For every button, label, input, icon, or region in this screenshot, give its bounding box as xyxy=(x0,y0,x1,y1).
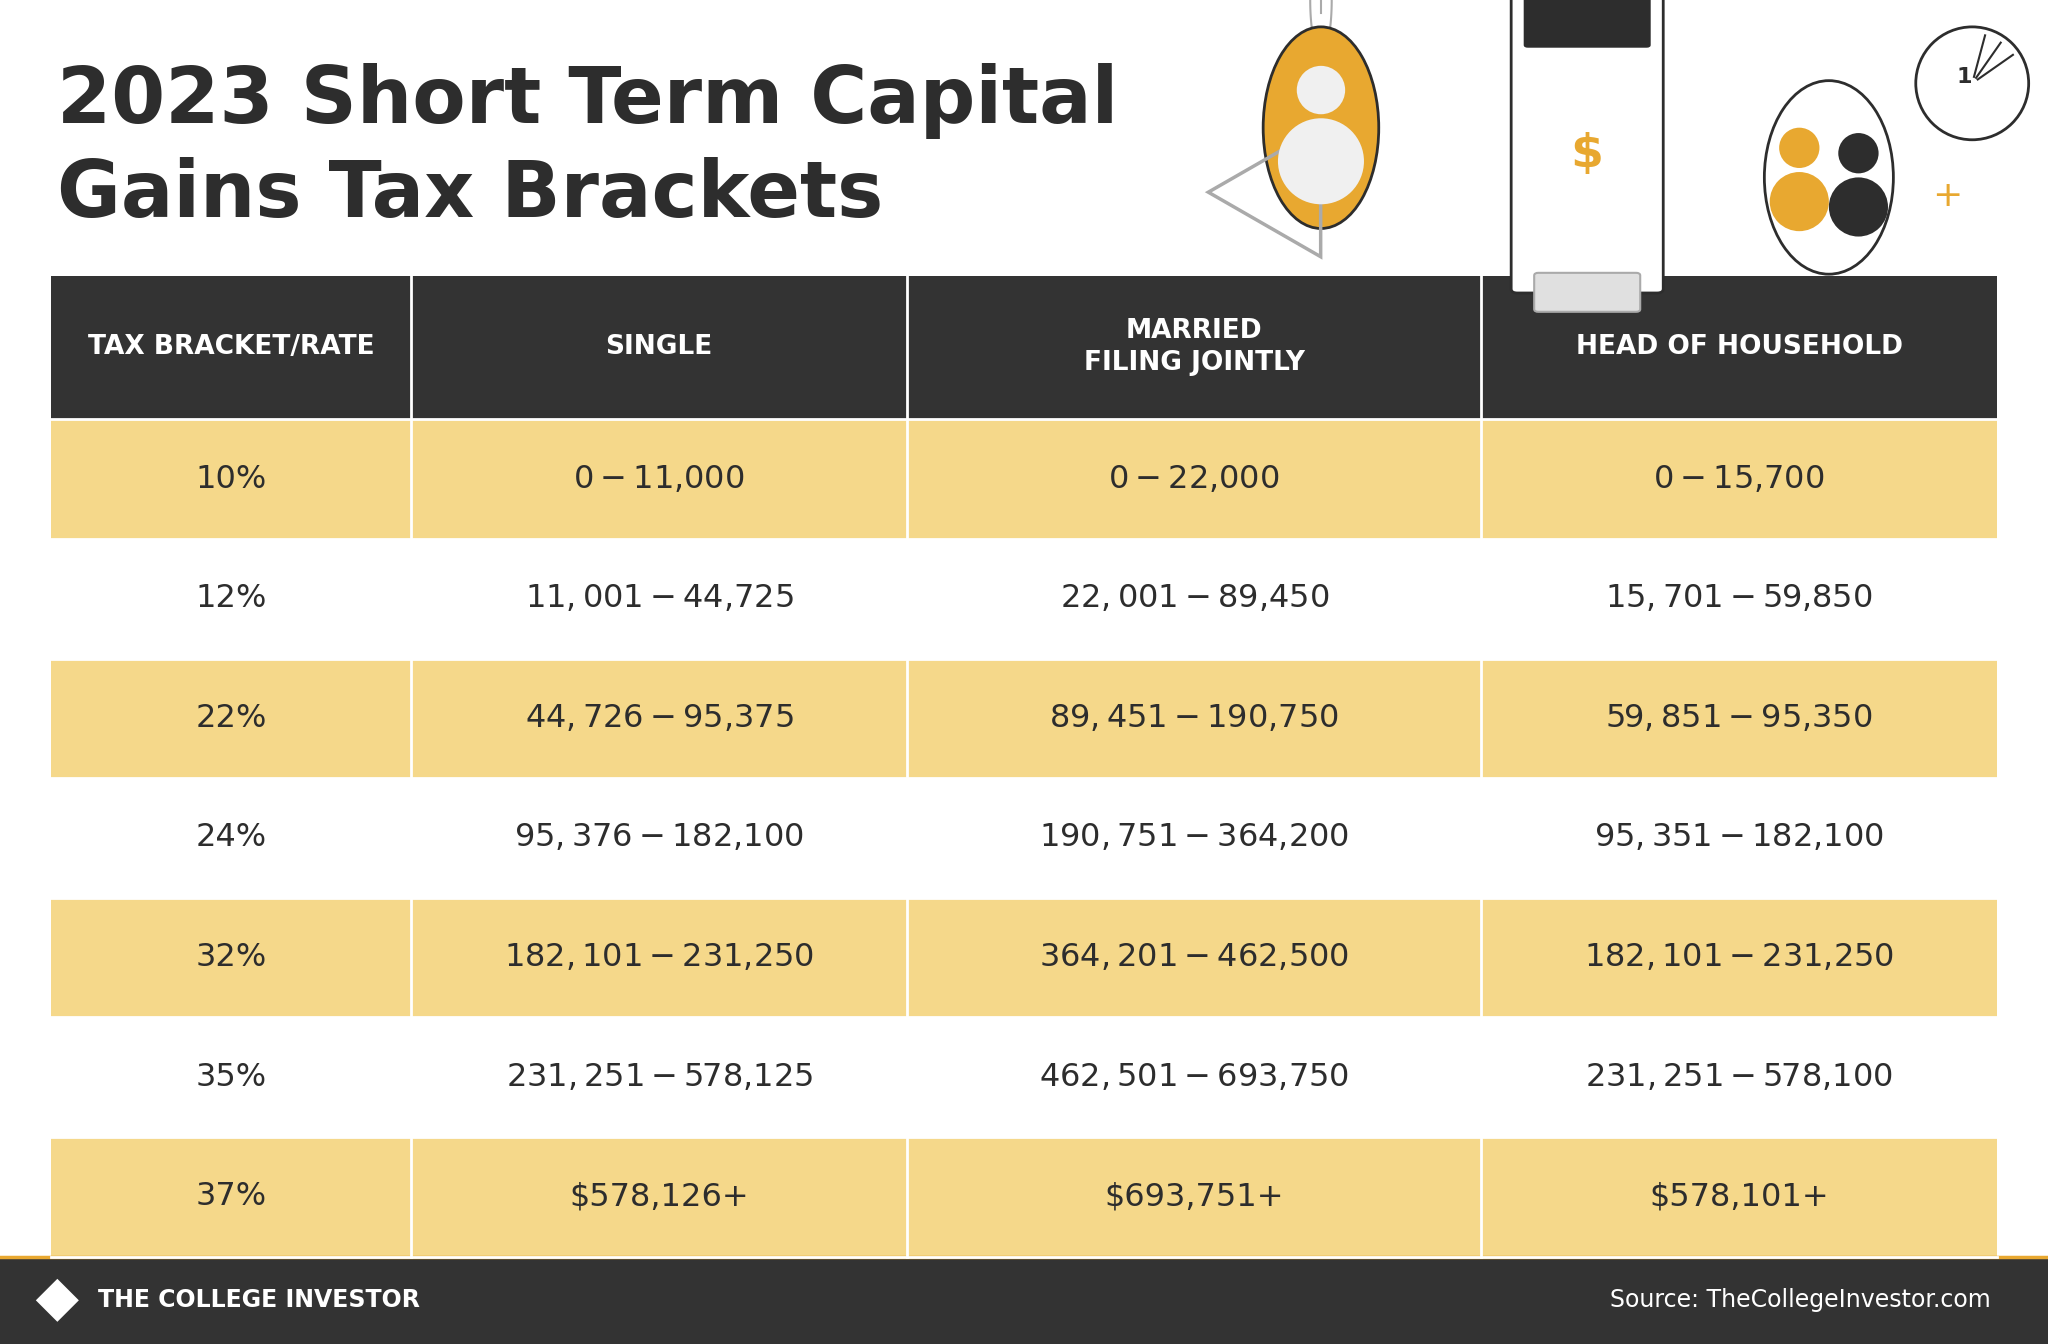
Text: $578,101+: $578,101+ xyxy=(1649,1181,1829,1212)
Text: THE COLLEGE INVESTOR: THE COLLEGE INVESTOR xyxy=(98,1289,420,1312)
Text: $182,101 - $231,250: $182,101 - $231,250 xyxy=(504,942,815,973)
FancyBboxPatch shape xyxy=(51,539,1997,659)
Text: 22%: 22% xyxy=(195,703,266,734)
Ellipse shape xyxy=(1278,118,1364,204)
Text: $190,751 - $364,200: $190,751 - $364,200 xyxy=(1038,823,1350,853)
FancyBboxPatch shape xyxy=(51,1137,1997,1257)
Text: 1: 1 xyxy=(1956,67,1972,86)
Text: $95,351 - $182,100: $95,351 - $182,100 xyxy=(1593,823,1884,853)
Text: $44,726 - $95,375: $44,726 - $95,375 xyxy=(524,703,793,734)
Text: MARRIED
FILING JOINTLY: MARRIED FILING JOINTLY xyxy=(1083,319,1305,376)
FancyBboxPatch shape xyxy=(51,276,1997,419)
Text: $95,376 - $182,100: $95,376 - $182,100 xyxy=(514,823,805,853)
FancyBboxPatch shape xyxy=(1534,273,1640,312)
Text: $231,251 - $578,125: $231,251 - $578,125 xyxy=(506,1062,813,1093)
Text: 35%: 35% xyxy=(197,1062,266,1093)
Ellipse shape xyxy=(1296,66,1346,114)
Text: 32%: 32% xyxy=(195,942,266,973)
Text: 2023 Short Term Capital: 2023 Short Term Capital xyxy=(57,63,1118,138)
FancyBboxPatch shape xyxy=(1524,0,1651,48)
Ellipse shape xyxy=(1829,177,1888,237)
Text: $89,451 - $190,750: $89,451 - $190,750 xyxy=(1049,703,1339,734)
Text: $22,001 - $89,450: $22,001 - $89,450 xyxy=(1059,583,1329,614)
FancyBboxPatch shape xyxy=(0,0,2048,276)
Ellipse shape xyxy=(1915,27,2030,140)
Ellipse shape xyxy=(1264,27,1378,228)
Ellipse shape xyxy=(1765,81,1892,274)
Text: $364,201 - $462,500: $364,201 - $462,500 xyxy=(1038,942,1350,973)
Text: $59,851 - $95,350: $59,851 - $95,350 xyxy=(1606,703,1872,734)
Text: Source: TheCollegeInvestor.com: Source: TheCollegeInvestor.com xyxy=(1610,1289,1991,1312)
Polygon shape xyxy=(37,1279,78,1322)
FancyBboxPatch shape xyxy=(0,1257,2048,1344)
Text: $: $ xyxy=(1571,132,1604,177)
Ellipse shape xyxy=(1839,133,1878,173)
Text: $462,501 - $693,750: $462,501 - $693,750 xyxy=(1038,1062,1350,1093)
Text: $0 - $11,000: $0 - $11,000 xyxy=(573,464,745,495)
Text: $693,751+: $693,751+ xyxy=(1104,1181,1284,1212)
Text: 37%: 37% xyxy=(197,1181,266,1212)
Text: $0 - $22,000: $0 - $22,000 xyxy=(1108,464,1280,495)
Text: 10%: 10% xyxy=(195,464,266,495)
Text: HEAD OF HOUSEHOLD: HEAD OF HOUSEHOLD xyxy=(1575,335,1903,360)
FancyBboxPatch shape xyxy=(51,419,1997,539)
FancyBboxPatch shape xyxy=(51,778,1997,898)
Ellipse shape xyxy=(1769,172,1829,231)
Ellipse shape xyxy=(1780,128,1819,168)
Text: Gains Tax Brackets: Gains Tax Brackets xyxy=(57,157,883,233)
Text: +: + xyxy=(1933,179,1962,214)
Text: 24%: 24% xyxy=(197,823,266,853)
Text: 12%: 12% xyxy=(195,583,266,614)
FancyBboxPatch shape xyxy=(51,659,1997,778)
Text: $11,001 - $44,725: $11,001 - $44,725 xyxy=(524,583,793,614)
FancyBboxPatch shape xyxy=(1511,0,1663,293)
Text: $0 - $15,700: $0 - $15,700 xyxy=(1653,464,1825,495)
Text: $182,101 - $231,250: $182,101 - $231,250 xyxy=(1583,942,1894,973)
FancyBboxPatch shape xyxy=(51,898,1997,1017)
Text: TAX BRACKET/RATE: TAX BRACKET/RATE xyxy=(88,335,375,360)
Text: SINGLE: SINGLE xyxy=(606,335,713,360)
Text: $578,126+: $578,126+ xyxy=(569,1181,750,1212)
FancyBboxPatch shape xyxy=(51,1017,1997,1137)
Text: $231,251 - $578,100: $231,251 - $578,100 xyxy=(1585,1062,1892,1093)
Text: $15,701 - $59,850: $15,701 - $59,850 xyxy=(1606,583,1872,614)
